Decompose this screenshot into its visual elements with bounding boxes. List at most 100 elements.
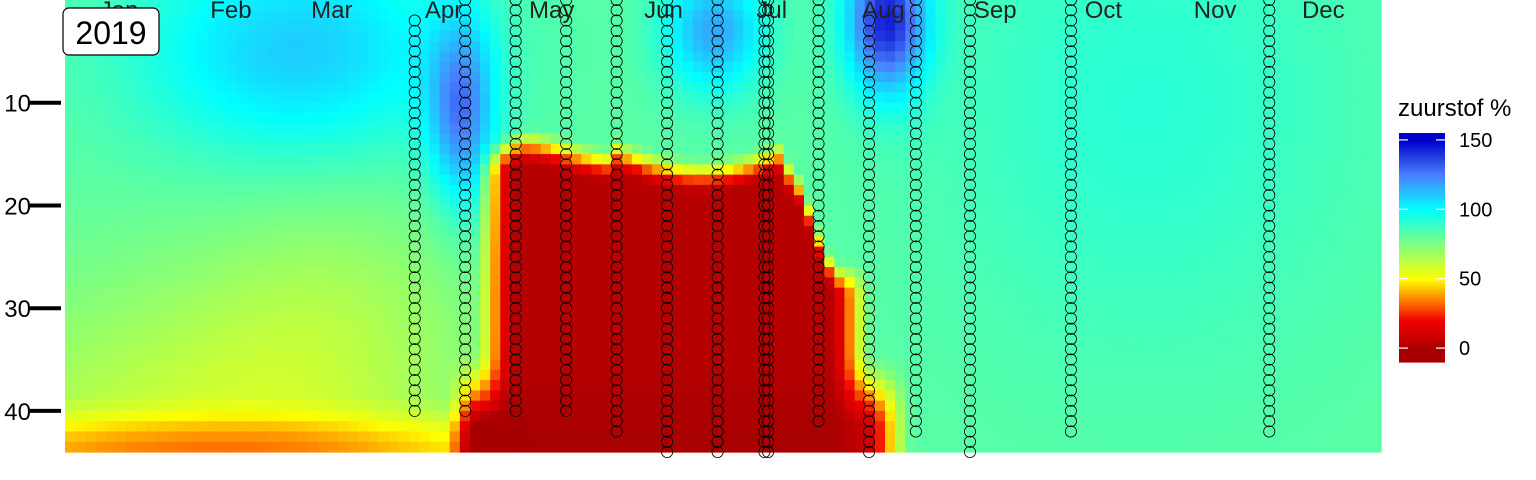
heatmap-cell [237, 431, 248, 443]
heatmap-cell [439, 277, 451, 289]
heatmap-cell [1198, 102, 1210, 114]
heatmap-cell [429, 318, 441, 330]
heatmap-cell [1178, 380, 1190, 391]
heatmap-cell [925, 400, 937, 412]
heatmap-cell [631, 349, 643, 361]
heatmap-cell [1178, 349, 1190, 361]
heatmap-cell [95, 339, 107, 350]
heatmap-cell [692, 82, 704, 94]
heatmap-cell [530, 123, 542, 135]
heatmap-cell [520, 164, 532, 176]
heatmap-cell [672, 123, 684, 135]
heatmap-cell [1168, 431, 1180, 443]
heatmap-cell [287, 154, 299, 165]
heatmap-cell [125, 82, 137, 94]
heatmap-cell [287, 359, 299, 371]
heatmap-cell [368, 236, 380, 248]
heatmap-cell [976, 339, 987, 350]
heatmap-cell [338, 143, 350, 155]
heatmap-cell [1107, 41, 1119, 52]
heatmap-cell [176, 0, 188, 11]
heatmap-cell [571, 71, 582, 83]
heatmap-cell [631, 318, 643, 330]
heatmap-cell [591, 349, 603, 361]
heatmap-cell [591, 51, 603, 63]
heatmap-cell [733, 143, 744, 155]
heatmap-cell [824, 256, 835, 268]
heatmap-cell [642, 431, 653, 443]
heatmap-cell [145, 380, 157, 391]
heatmap-cell [682, 287, 694, 299]
heatmap-cell [1158, 102, 1170, 114]
heatmap-cell [621, 441, 633, 453]
heatmap-cell [419, 143, 431, 155]
heatmap-cell [307, 318, 319, 330]
heatmap-cell [1046, 164, 1058, 176]
heatmap-cell [1148, 390, 1159, 402]
heatmap-cell [439, 123, 451, 135]
heatmap-cell [1208, 92, 1220, 104]
heatmap-cell [550, 256, 562, 268]
heatmap-cell [65, 82, 76, 94]
heatmap-cell [1097, 51, 1109, 63]
heatmap-cell [773, 154, 785, 165]
heatmap-cell [226, 256, 238, 268]
heatmap-cell [935, 71, 947, 83]
heatmap-cell [874, 174, 886, 186]
heatmap-cell [469, 0, 481, 11]
heatmap-cell [601, 369, 613, 381]
heatmap-cell [550, 349, 562, 361]
heatmap-cell [1107, 226, 1119, 237]
heatmap-cell [490, 10, 501, 22]
heatmap-cell [368, 215, 380, 227]
heatmap-cell [449, 143, 461, 155]
heatmap-cell [1077, 143, 1089, 155]
heatmap-cell [95, 421, 107, 433]
heatmap-cell [378, 256, 390, 268]
heatmap-cell [226, 71, 238, 83]
heatmap-cell [824, 215, 835, 227]
heatmap-cell [1006, 308, 1018, 320]
heatmap-cell [642, 308, 653, 320]
heatmap-cell [449, 92, 461, 104]
heatmap-cell [156, 82, 167, 94]
heatmap-cell [824, 287, 835, 299]
heatmap-cell [591, 226, 603, 237]
heatmap-cell [226, 30, 238, 42]
heatmap-cell [702, 143, 714, 155]
heatmap-cell [166, 215, 177, 227]
heatmap-cell [773, 102, 785, 114]
heatmap-cell [1036, 359, 1048, 371]
heatmap-cell [328, 349, 339, 361]
heatmap-cell [267, 205, 279, 217]
heatmap-cell [1168, 174, 1180, 186]
heatmap-cell [571, 246, 582, 258]
heatmap-cell [824, 390, 835, 402]
heatmap-cell [490, 133, 501, 145]
heatmap-cell [449, 113, 461, 124]
heatmap-cell [793, 71, 805, 83]
heatmap-cell [1158, 71, 1170, 83]
heatmap-cell [429, 123, 441, 135]
heatmap-cell [186, 349, 198, 361]
heatmap-cell [591, 92, 603, 104]
heatmap-cell [1036, 431, 1048, 443]
heatmap-cell [287, 133, 299, 145]
heatmap-cell [1198, 441, 1210, 453]
heatmap-cell [642, 10, 653, 22]
heatmap-cell [1127, 92, 1139, 104]
heatmap-cell [591, 256, 603, 268]
heatmap-cell [1036, 92, 1048, 104]
heatmap-cell [65, 236, 76, 248]
heatmap-cell [297, 359, 309, 371]
heatmap-cell [976, 328, 987, 340]
heatmap-cell [419, 92, 431, 104]
heatmap-cell [844, 297, 856, 309]
heatmap-cell [996, 215, 1008, 227]
heatmap-cell [743, 246, 754, 258]
heatmap-cell [591, 441, 603, 453]
heatmap-cell [166, 410, 177, 422]
heatmap-cell [672, 328, 684, 340]
heatmap-cell [1188, 349, 1200, 361]
heatmap-cell [642, 297, 653, 309]
